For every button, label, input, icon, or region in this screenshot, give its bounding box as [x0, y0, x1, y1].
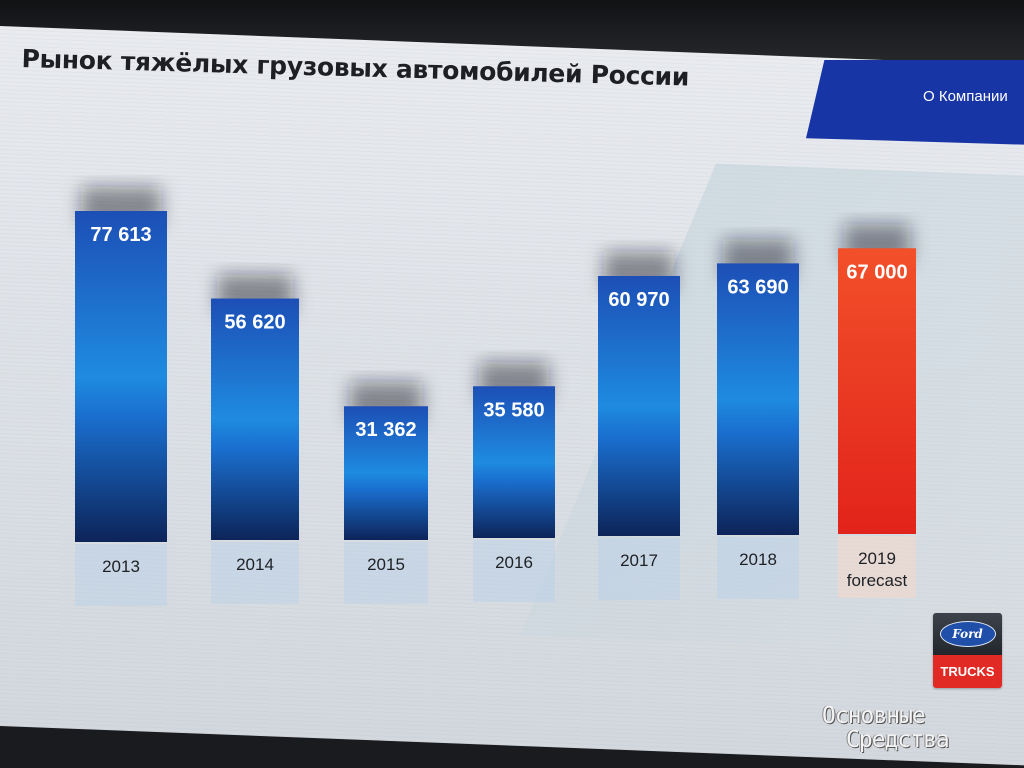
bar-2017 — [598, 275, 680, 536]
category-label: 2018 — [739, 550, 777, 569]
bar-2016 — [473, 386, 555, 538]
logo-trucks-label: TRUCKS — [933, 655, 1002, 688]
watermark: Основные Средства — [822, 704, 1022, 752]
bar-2014 — [211, 298, 299, 540]
category-plinth — [838, 536, 916, 598]
value-label: 67 000 — [846, 261, 907, 283]
bars — [75, 211, 916, 542]
category-label: 2019 — [858, 549, 896, 568]
value-label: 60 970 — [608, 289, 669, 311]
value-label: 63 690 — [727, 276, 788, 298]
category-label: 2013 — [102, 557, 140, 576]
logo-top: Ford — [933, 613, 1002, 655]
category-label: 2015 — [367, 555, 405, 574]
category-label: 2014 — [236, 555, 274, 574]
value-label: 31 362 — [355, 419, 416, 441]
watermark-line1: Основные — [822, 703, 926, 729]
value-labels: 77 613 56 620 31 362 35 580 60 970 63 690 67 0… — [90, 224, 907, 441]
value-label: 77 613 — [90, 224, 151, 246]
category-plinth — [473, 540, 555, 602]
bar-forecast-2019 — [838, 248, 916, 534]
bar-2018 — [717, 263, 799, 535]
value-label: 35 580 — [483, 399, 544, 421]
value-label: 56 620 — [224, 312, 285, 334]
watermark-line2: Средства — [846, 727, 950, 753]
bar-2013 — [75, 211, 167, 542]
corner-label[interactable]: О Компании — [923, 88, 1008, 105]
bar-2015 — [344, 406, 428, 540]
category-plinth — [598, 538, 680, 600]
category-label: 2016 — [495, 553, 533, 572]
category-label: forecast — [847, 571, 908, 590]
category-plinth — [211, 542, 299, 604]
ford-oval-icon: Ford — [939, 621, 996, 647]
ford-trucks-logo: Ford TRUCKS — [933, 613, 1002, 688]
category-labels: 2013 2014 2015 2016 2017 2018 2019 forecast — [102, 549, 907, 590]
category-plinth — [344, 542, 428, 604]
category-label: 2017 — [620, 551, 658, 570]
category-plinths — [75, 536, 916, 606]
category-plinth — [717, 537, 799, 599]
category-plinth — [75, 544, 167, 606]
corner-tab[interactable] — [806, 60, 1024, 145]
